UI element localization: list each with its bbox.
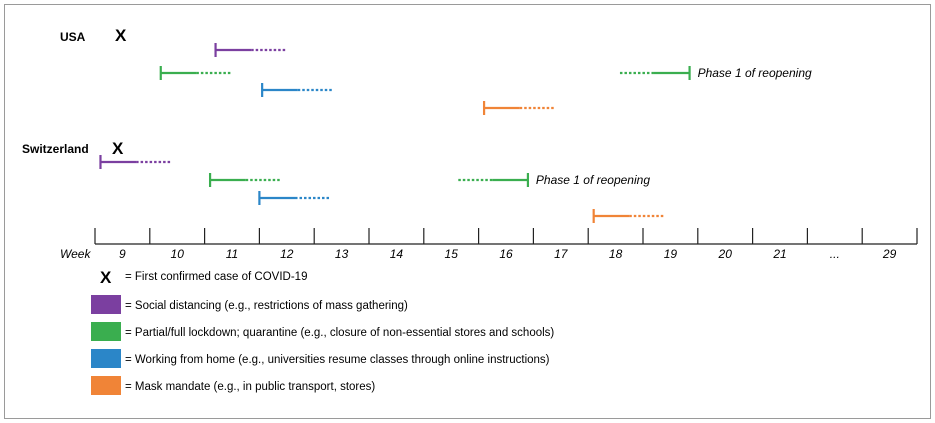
country-label-usa: USA [60, 30, 86, 44]
legend-swatch-mask-mandate [91, 376, 121, 395]
legend-lockdown-text: = Partial/full lockdown; quarantine (e.g… [125, 327, 554, 339]
tick-label: 21 [772, 247, 786, 261]
legend-first-case-text: = First confirmed case of COVID-19 [125, 271, 307, 283]
first-case-marker-switzerland: X [112, 139, 124, 158]
legend-work-from-home-text: = Working from home (e.g., universities … [125, 354, 550, 366]
bar-usa-lockdown [618, 66, 691, 80]
tick-label: 18 [609, 247, 623, 261]
tick-label: 13 [335, 247, 349, 261]
phase-annotation: Phase 1 of reopening [698, 66, 812, 80]
tick-label: 15 [445, 247, 459, 261]
week-axis: 9 10 11 12 13 14 15 16 17 18 19 20 21... 29 [94, 228, 918, 261]
bar-switzerland-lockdown [208, 173, 282, 187]
legend-social-distancing-text: = Social distancing (e.g., restrictions … [125, 300, 408, 312]
legend-swatch-social-distancing [91, 295, 121, 314]
legend-swatch-work-from-home [91, 349, 121, 368]
tick-label: 19 [664, 247, 678, 261]
bar-switzerland-mask-mandate [592, 209, 665, 223]
tick-label: 12 [280, 247, 294, 261]
tick-label: 29 [882, 247, 897, 261]
legend-swatch-lockdown [91, 322, 121, 341]
tick-label: 14 [390, 247, 404, 261]
bar-usa-work-from-home [261, 83, 334, 97]
axis-title: Week [60, 247, 91, 261]
bar-switzerland-lockdown [456, 173, 530, 187]
tick-label: 9 [119, 247, 126, 261]
intervention-bars: Phase 1 of reopening Phase 1 of reopening [99, 43, 812, 223]
legend-x-symbol: X [100, 268, 112, 287]
phase-annotation: Phase 1 of reopening [536, 173, 650, 187]
tick-label: 17 [554, 247, 569, 261]
tick-label: 20 [718, 247, 733, 261]
country-label-switzerland: Switzerland [22, 142, 89, 156]
legend: X = First confirmed case of COVID-19 = S… [91, 268, 554, 395]
tick-label: 16 [499, 247, 513, 261]
tick-label: ... [830, 247, 840, 261]
tick-label: 10 [171, 247, 185, 261]
legend-mask-mandate-text: = Mask mandate (e.g., in public transpor… [125, 381, 375, 393]
bar-usa-mask-mandate [482, 101, 556, 115]
bar-usa-lockdown [159, 66, 232, 80]
bar-usa-social-distancing [214, 43, 287, 57]
bar-switzerland-social-distancing [99, 155, 172, 169]
tick-label: 11 [226, 247, 238, 261]
bar-switzerland-work-from-home [258, 191, 331, 205]
figure-frame [4, 4, 931, 419]
first-case-marker-usa: X [115, 26, 127, 45]
